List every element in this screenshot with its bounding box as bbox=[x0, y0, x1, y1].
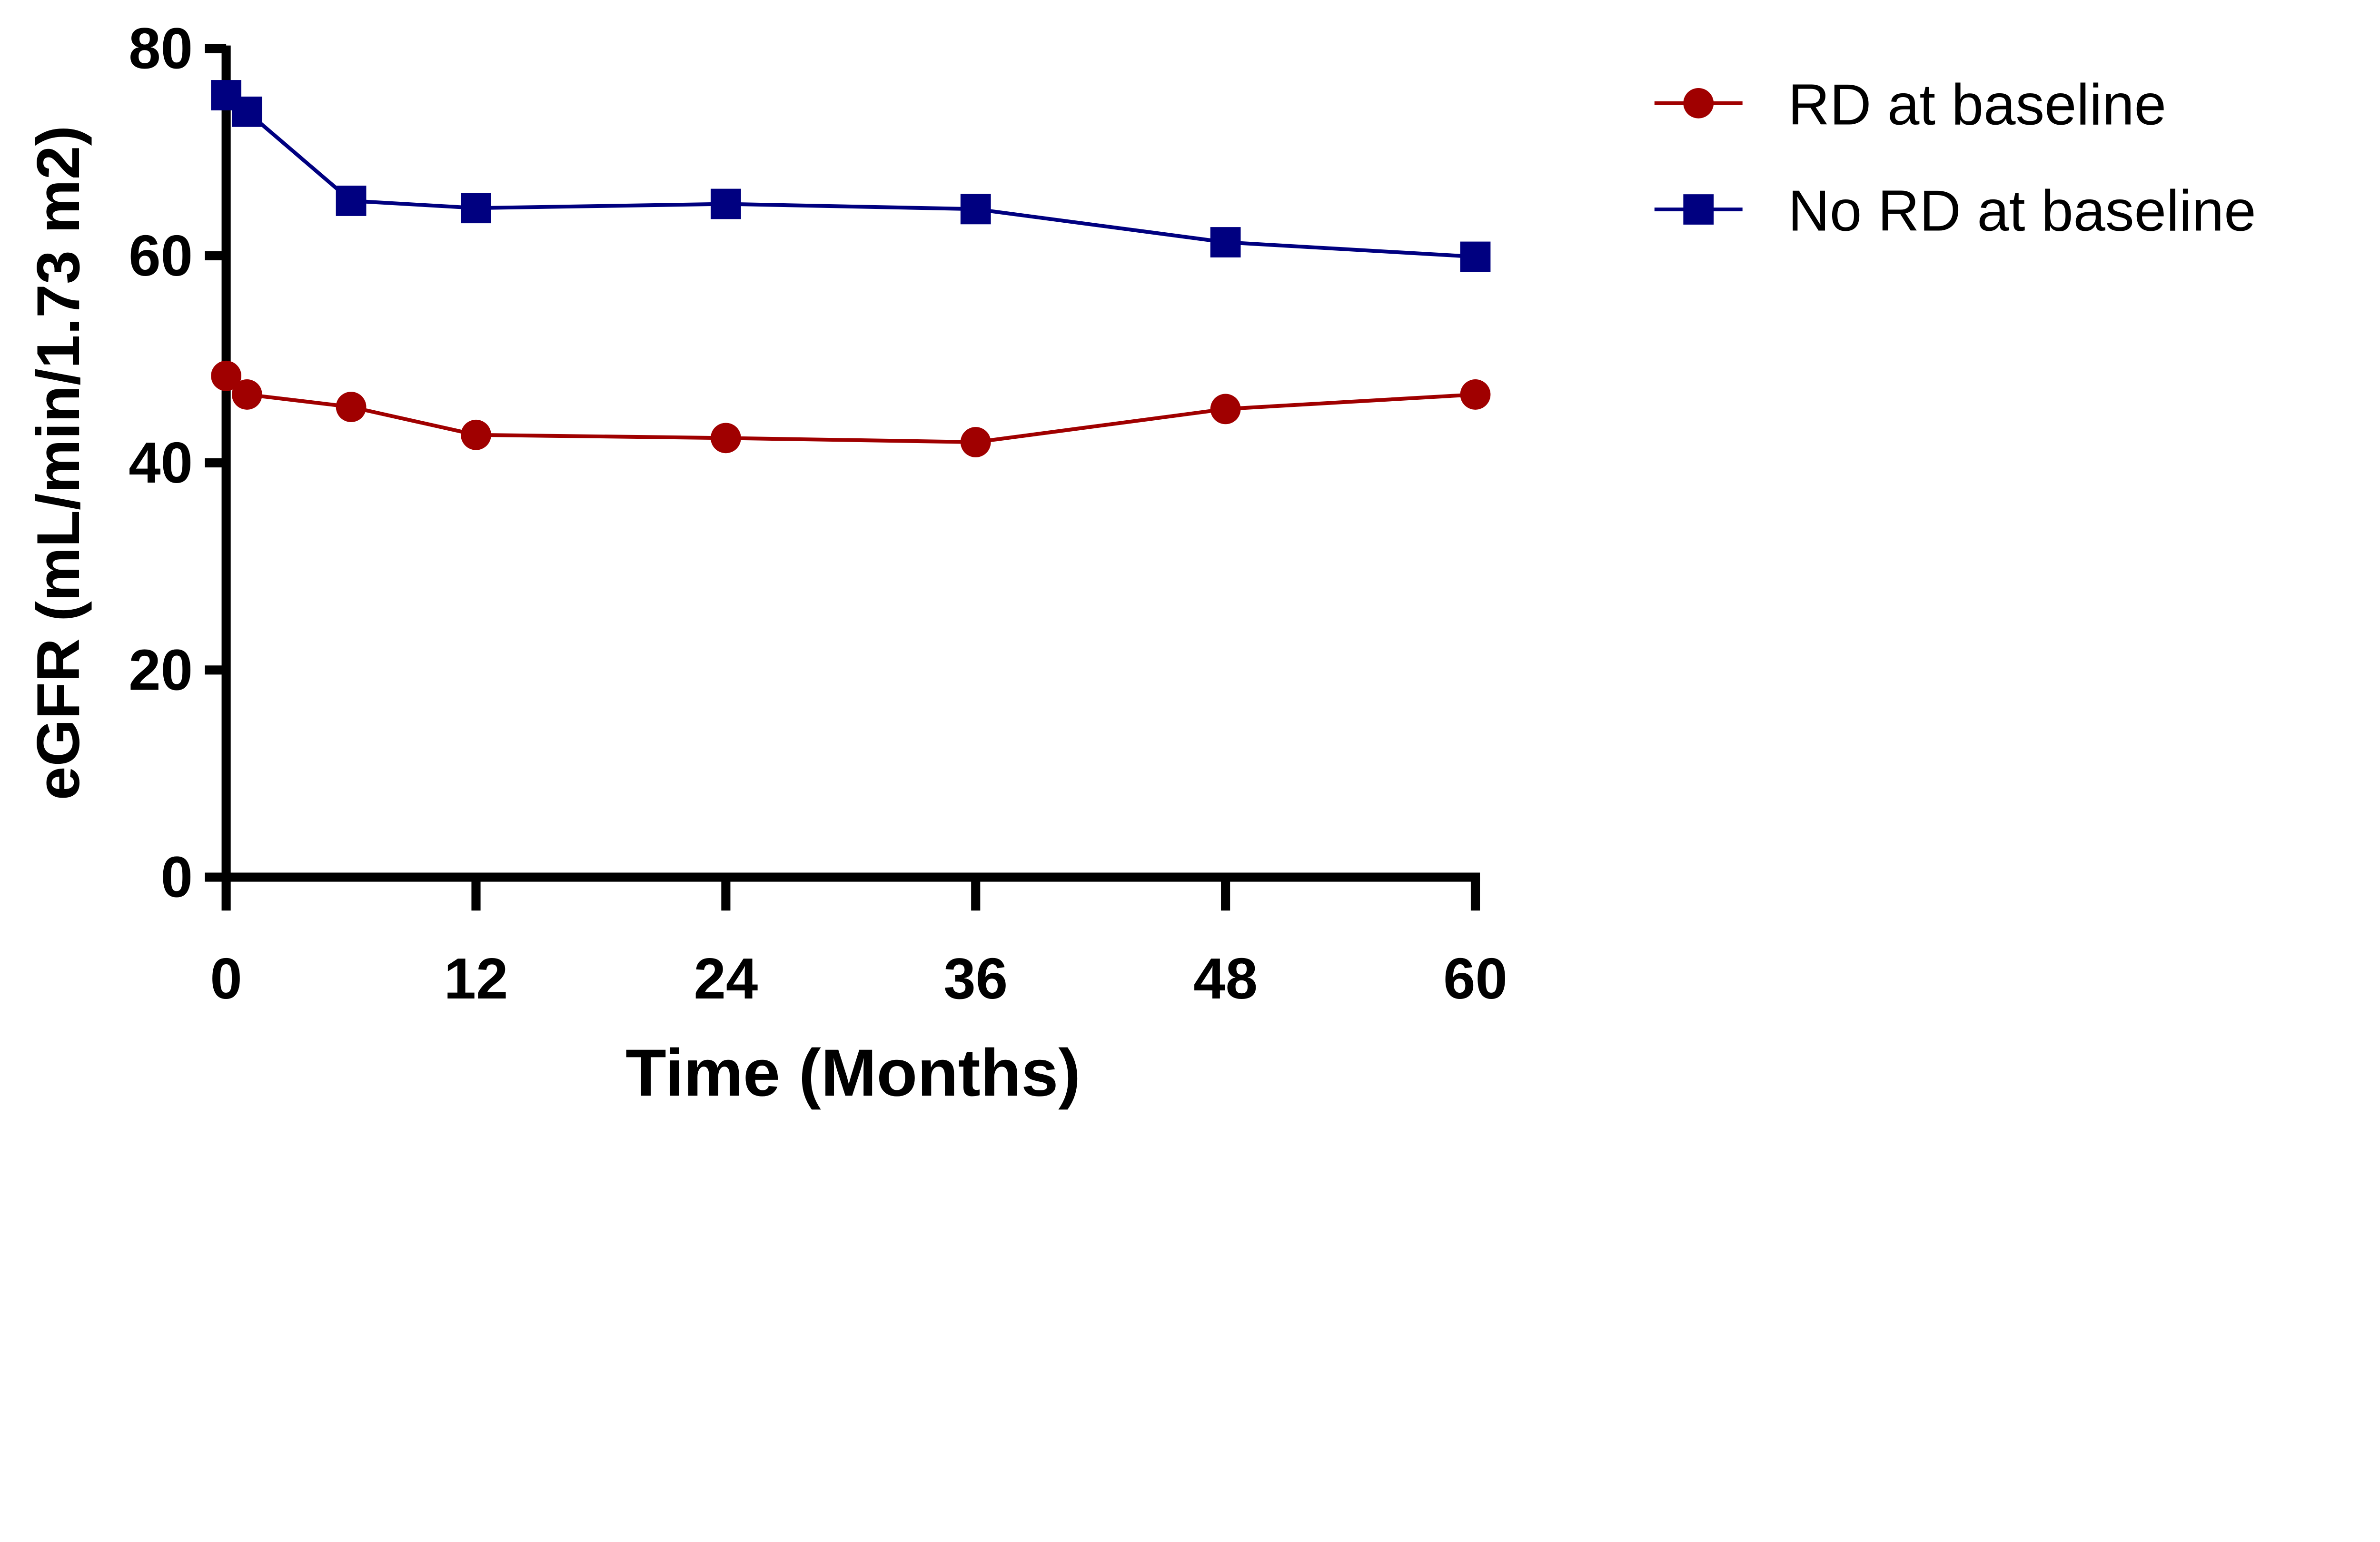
series-line bbox=[225, 374, 1476, 445]
x-tick-label: 0 bbox=[210, 946, 242, 1011]
data-point bbox=[710, 423, 741, 454]
legend-item: RD at baseline bbox=[1654, 72, 2166, 137]
y-tick-label: 20 bbox=[129, 637, 193, 702]
legend-label: No RD at baseline bbox=[1788, 178, 2256, 243]
y-tick-label: 60 bbox=[129, 223, 193, 288]
y-tick-label: 0 bbox=[161, 845, 193, 909]
data-point bbox=[336, 186, 367, 216]
legend-item: No RD at baseline bbox=[1654, 178, 2256, 243]
legend-marker bbox=[1683, 88, 1714, 119]
series-line bbox=[225, 93, 1476, 259]
data-point bbox=[1460, 241, 1491, 272]
x-tick-label: 12 bbox=[444, 946, 508, 1011]
data-point bbox=[710, 188, 741, 219]
series-0 bbox=[211, 360, 1491, 457]
y-tick-label: 40 bbox=[129, 430, 193, 495]
data-point bbox=[960, 427, 991, 457]
x-tick-label: 36 bbox=[943, 946, 1008, 1011]
legend-label: RD at baseline bbox=[1788, 72, 2166, 137]
x-tick-label: 60 bbox=[1443, 946, 1507, 1011]
x-tick-label: 48 bbox=[1193, 946, 1258, 1011]
data-point bbox=[231, 96, 262, 127]
line-chart: 0 20 40 60 80 0 12 24 36 48 60 Time (Months) eGFR … bbox=[25, 16, 2256, 1110]
data-point bbox=[211, 360, 242, 391]
data-point bbox=[336, 392, 367, 422]
x-tick-label: 24 bbox=[694, 946, 758, 1011]
y-tick-label: 80 bbox=[129, 16, 193, 80]
series-1 bbox=[211, 80, 1491, 272]
x-axis-label: Time (Months) bbox=[625, 1035, 1081, 1110]
data-point bbox=[960, 194, 991, 225]
data-point bbox=[461, 193, 491, 224]
data-point bbox=[1210, 227, 1241, 257]
series-layer bbox=[211, 80, 1491, 457]
data-point bbox=[461, 419, 491, 450]
y-axis-label: eGFR (mL/min/1.73 m2) bbox=[25, 126, 92, 801]
data-point bbox=[231, 379, 262, 410]
axes: 0 20 40 60 80 0 12 24 36 48 60 bbox=[129, 16, 1507, 1011]
legend: RD at baseline No RD at baseline bbox=[1654, 72, 2256, 243]
data-point bbox=[1460, 379, 1491, 410]
legend-marker bbox=[1683, 194, 1714, 225]
data-point bbox=[1210, 394, 1241, 425]
